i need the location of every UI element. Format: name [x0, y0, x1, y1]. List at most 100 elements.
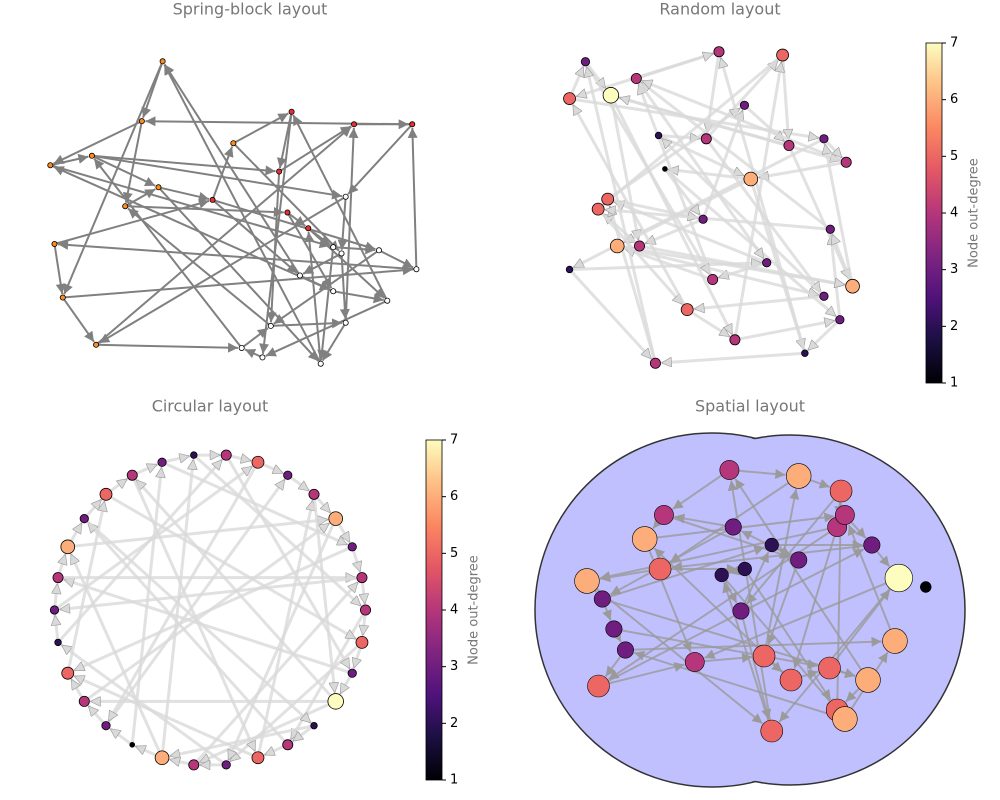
node [347, 668, 357, 678]
node [54, 638, 62, 647]
node [342, 319, 349, 326]
edge [62, 265, 413, 299]
node [779, 668, 803, 692]
node [355, 636, 369, 649]
panel: Spring-block layout [47, 0, 420, 367]
edge [407, 127, 418, 270]
node [409, 121, 416, 128]
node [707, 273, 719, 285]
node [863, 536, 881, 554]
node [47, 162, 54, 169]
node [328, 511, 344, 526]
colorbar [425, 439, 443, 781]
node [845, 278, 860, 294]
edge [763, 488, 800, 657]
edge [660, 137, 825, 298]
edge [95, 125, 352, 346]
node [61, 666, 75, 680]
edge [211, 146, 234, 201]
node [783, 139, 795, 151]
node [654, 131, 663, 140]
node [574, 568, 600, 594]
edge [746, 490, 842, 605]
node [93, 341, 100, 348]
node [654, 505, 674, 525]
edge [642, 79, 847, 164]
edge [53, 243, 66, 295]
edge [733, 62, 782, 341]
edge [701, 110, 743, 220]
node [609, 238, 625, 254]
edge [56, 458, 224, 644]
panel-title: Spring-block layout [173, 0, 328, 19]
node [602, 87, 620, 104]
edge [226, 518, 338, 760]
edge [304, 231, 322, 364]
edge [635, 54, 713, 80]
node [317, 360, 324, 367]
edge [672, 469, 730, 510]
edge [265, 299, 388, 357]
edge [160, 459, 193, 758]
colorbar-tick-label: 6 [950, 92, 958, 107]
node [698, 214, 708, 224]
edge [598, 662, 685, 687]
node [60, 539, 76, 555]
edge [91, 154, 343, 200]
edge [568, 268, 653, 360]
node [99, 487, 113, 501]
node [284, 209, 291, 216]
node [221, 760, 231, 770]
node [251, 751, 265, 765]
colorbar-tick-label: 1 [950, 376, 958, 391]
node [649, 357, 661, 369]
node [801, 349, 809, 357]
edge [241, 327, 269, 349]
edge [286, 211, 306, 227]
node [832, 706, 858, 732]
edge [170, 724, 315, 756]
edge [602, 212, 641, 248]
node [601, 192, 615, 206]
node [819, 291, 829, 301]
edge [93, 158, 243, 349]
edge [91, 154, 276, 176]
node [342, 193, 349, 200]
node [88, 152, 95, 159]
edge [645, 217, 704, 246]
edge [606, 107, 742, 201]
edge [722, 582, 773, 732]
node [282, 739, 294, 751]
node [330, 288, 337, 295]
node [283, 470, 293, 480]
node [276, 168, 283, 175]
edge [244, 348, 263, 359]
edge [198, 699, 337, 764]
edge [107, 461, 260, 722]
node [157, 457, 167, 467]
node [713, 46, 725, 58]
edge [127, 207, 272, 327]
panel-title: Circular layout [152, 397, 269, 416]
edge [825, 144, 855, 287]
node [764, 537, 779, 553]
panel-title: Spatial layout [695, 397, 805, 416]
edge [53, 165, 334, 293]
edge [781, 54, 789, 139]
node [360, 604, 372, 616]
edge [704, 577, 900, 659]
edge [163, 63, 301, 277]
edge [344, 127, 359, 323]
node [327, 693, 344, 710]
node [79, 514, 89, 524]
node [59, 294, 66, 301]
node [230, 140, 237, 147]
edge [734, 321, 835, 342]
node [413, 266, 420, 273]
edge [718, 261, 768, 278]
node [785, 463, 812, 489]
edge [158, 186, 210, 202]
edge [278, 125, 352, 173]
node [819, 134, 829, 144]
